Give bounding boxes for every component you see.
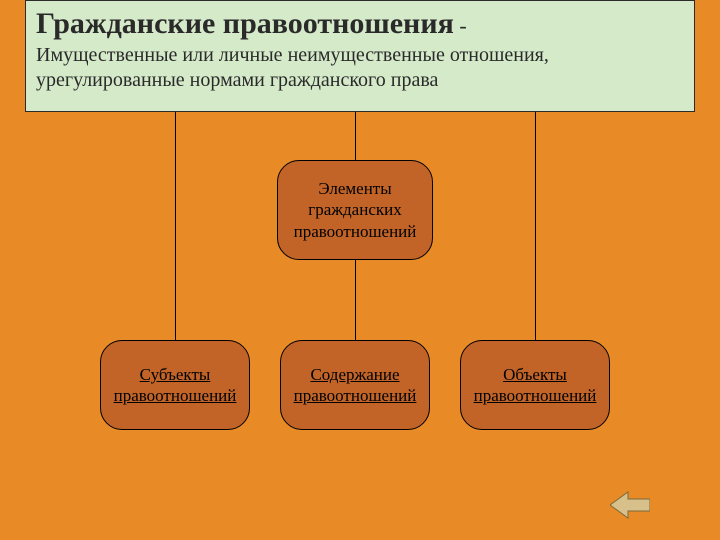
leaf-node-content[interactable]: Содержание правоотношений [280, 340, 430, 430]
header-definition: Имущественные или личные неимущественные… [36, 43, 684, 93]
root-node-label: Элементы гражданских правоотношений [288, 178, 422, 242]
leaf-label: Субъекты правоотношений [111, 364, 239, 407]
nav-back-button[interactable] [610, 490, 650, 520]
slide: Гражданские правоотношения - Имущественн… [0, 0, 720, 540]
header-title: Гражданские правоотношения [36, 7, 454, 40]
leaf-node-objects[interactable]: Объекты правоотношений [460, 340, 610, 430]
leaf-node-subjects[interactable]: Субъекты правоотношений [100, 340, 250, 430]
leaf-label: Содержание правоотношений [291, 364, 419, 407]
back-arrow-icon [610, 490, 650, 520]
leaf-label: Объекты правоотношений [471, 364, 599, 407]
header-box: Гражданские правоотношения - Имущественн… [25, 0, 695, 112]
connector [175, 110, 176, 370]
header-dash: - [454, 13, 467, 38]
connector [535, 110, 536, 370]
root-node: Элементы гражданских правоотношений [277, 160, 433, 260]
